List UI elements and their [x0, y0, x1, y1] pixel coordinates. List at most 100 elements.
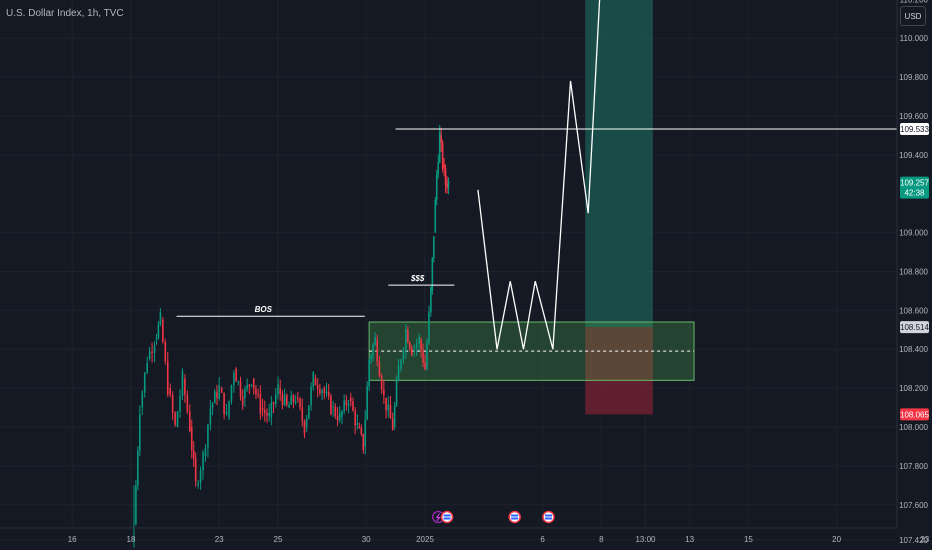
candle-body [364, 419, 367, 447]
candle-body [218, 385, 220, 399]
candle-body [336, 415, 339, 421]
candle-body [413, 347, 416, 350]
candle-body [255, 388, 257, 394]
time-tick-label: 18 [127, 535, 136, 544]
candle-body [428, 312, 430, 343]
stop-zone[interactable] [585, 327, 653, 415]
candle-body [153, 345, 156, 353]
candle-body [374, 337, 376, 345]
candle-body [204, 447, 207, 457]
candle-body [209, 408, 212, 425]
candle-body [327, 391, 330, 396]
time-tick-label: 13 [685, 535, 694, 544]
candle-body [305, 418, 308, 427]
candle-body [263, 410, 266, 414]
time-tick-label: 15 [744, 535, 753, 544]
candle-body [441, 142, 444, 169]
symbol-title[interactable]: U.S. Dollar Index, 1h, TVC [6, 8, 124, 19]
candle-body [431, 257, 434, 291]
price-tick-label: 108.800 [899, 267, 928, 276]
candle-body [164, 342, 167, 362]
candle-body [303, 420, 306, 434]
candle-body [380, 376, 383, 390]
candle-body [151, 351, 153, 353]
time-tick-label: 16 [68, 535, 77, 544]
countdown-label: 42:38 [904, 189, 925, 198]
candle-body [334, 406, 337, 416]
candle-body [410, 348, 413, 356]
candle-body [143, 372, 146, 393]
candle-body [288, 404, 290, 408]
candle-body [368, 359, 370, 387]
candle-body [223, 392, 225, 415]
candle-body [290, 395, 293, 405]
candle-body [409, 342, 411, 349]
candle-body [438, 132, 441, 163]
candle-body [194, 458, 197, 482]
candle-body [146, 363, 148, 373]
candle-body [283, 395, 286, 405]
candle-body [312, 372, 315, 387]
candle-body [257, 393, 259, 395]
price-tick-label: 108.400 [899, 345, 928, 354]
candle-body [281, 393, 284, 405]
candle-body [426, 342, 428, 369]
candle-body [400, 359, 402, 369]
candle-body [323, 388, 326, 394]
candle-body [418, 336, 420, 344]
price-tick-label: 109.000 [899, 229, 928, 238]
candle-body [228, 401, 230, 418]
candle-body [266, 413, 268, 417]
candle-body [211, 403, 214, 408]
candle-body [157, 323, 160, 338]
price-label-bg [900, 408, 929, 421]
candle-body [272, 402, 275, 404]
price-tick-label: 107.800 [899, 462, 928, 471]
time-tick-label: 13:00 [635, 535, 656, 544]
candle-body [407, 329, 409, 343]
projection-path[interactable] [477, 0, 601, 350]
candle-body [341, 411, 343, 418]
candle-body [259, 393, 262, 414]
event-flash-bolt [435, 513, 441, 522]
candle-body [420, 339, 422, 350]
price-label-bg [900, 122, 929, 135]
candle-body [148, 351, 151, 359]
candle-body [440, 135, 442, 143]
candle-body [383, 389, 385, 396]
candle-body [430, 287, 432, 313]
currency-button[interactable]: USD [900, 6, 926, 26]
candle-body [216, 391, 218, 399]
candle-body [159, 312, 162, 324]
candle-body [391, 418, 394, 430]
candle-body [137, 450, 139, 486]
candle-body [352, 401, 354, 411]
price-label-bg [900, 176, 929, 199]
candle-body [199, 470, 202, 484]
time-tick-label: 23 [920, 535, 929, 544]
candle-body [225, 412, 228, 415]
candle-body [415, 343, 418, 348]
candle-body [184, 378, 186, 395]
candle-body [189, 411, 191, 432]
candle-body [360, 427, 363, 434]
candle-body [155, 337, 158, 340]
sss-label: $$$ [410, 274, 425, 283]
target-zone[interactable] [585, 0, 653, 328]
candle-body [141, 392, 144, 408]
candle-body [181, 371, 184, 396]
price-axis[interactable] [897, 0, 932, 550]
candle-body [230, 385, 233, 402]
candle-body [338, 412, 341, 421]
plot-area[interactable] [0, 0, 897, 528]
candle-body [321, 390, 323, 394]
candle-body [349, 397, 352, 402]
candle-body [166, 361, 169, 395]
candle-body [244, 389, 246, 398]
price-tick-label: 107.600 [899, 501, 928, 510]
price-tick-label: 107.420 [899, 536, 928, 545]
candle-body [345, 400, 348, 406]
candle-body [395, 381, 398, 406]
candle-body [316, 385, 319, 390]
